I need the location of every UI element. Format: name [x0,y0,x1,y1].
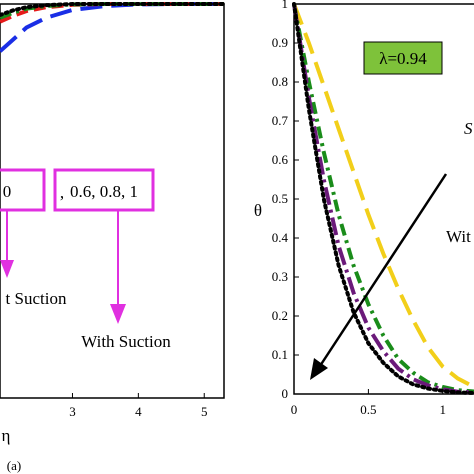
box-with-values: 0.6, 0.8, 1 [70,182,138,201]
arrow-with-head [110,304,126,324]
right-series-line-0 [292,3,474,389]
right-panel: 00.10.20.30.40.50.60.70.80.91 0 0.5 1 θ λ=… [254,0,474,417]
side-label-top: S [464,119,473,138]
label-without-suction: t Suction [6,289,67,308]
right-yticks: 0 0.1 0.2 0.3 0.4 0.5 0.6 0.7 0.8 0.9 1 [272,0,299,401]
lambda-label: λ=0.94 [379,49,427,68]
left-xtick-label-1: 4 [135,404,142,419]
left-xlabel: η [2,426,11,445]
box-separator: , [60,183,64,202]
big-arrow-shaft [318,173,448,367]
right-ytick-label-0: 0 [282,386,289,401]
box-without-suction [0,168,46,212]
left-panel: 3 4 5 η (a) 0 , 0.6, 0.8, 1 t Suction With… [0,1,226,473]
label-with-suction: With Suction [81,332,171,351]
lambda-box [363,41,443,75]
left-xticks: 3 4 5 [69,393,207,419]
left-series-line-0 [0,2,224,53]
right-ylabel: θ [254,201,262,220]
right-ytick-label-4: 0.4 [272,230,289,245]
right-ytick-label-5: 0.5 [272,191,288,206]
left-xtick-label-0: 3 [69,404,76,419]
right-ytick-label-10: 1 [282,0,289,11]
arrow-without-head [0,260,14,278]
right-series-line-1 [292,3,474,394]
side-label-mid: Wit [446,227,471,246]
big-arrow-head [310,358,328,380]
right-ytick-label-1: 0.1 [272,347,288,362]
right-xtick-label-0: 0 [291,402,298,417]
right-ytick-label-3: 0.3 [272,269,288,284]
right-ytick-label-9: 0.9 [272,35,288,50]
right-ytick-label-8: 0.8 [272,74,288,89]
right-xtick-label-1: 0.5 [360,402,376,417]
left-xtick-label-2: 5 [201,404,208,419]
right-ytick-label-6: 0.6 [272,152,289,167]
right-ytick-label-7: 0.7 [272,113,289,128]
box-without-value: 0 [3,182,12,201]
right-ytick-label-2: 0.2 [272,308,288,323]
box-with-suction [53,168,155,212]
right-xticks: 0 0.5 1 [291,389,446,417]
left-series-line-3 [0,1,226,17]
panel-label: (a) [7,458,21,473]
right-xtick-label-2: 1 [440,402,447,417]
right-series-line-2 [292,3,474,395]
left-series-group [0,1,226,53]
